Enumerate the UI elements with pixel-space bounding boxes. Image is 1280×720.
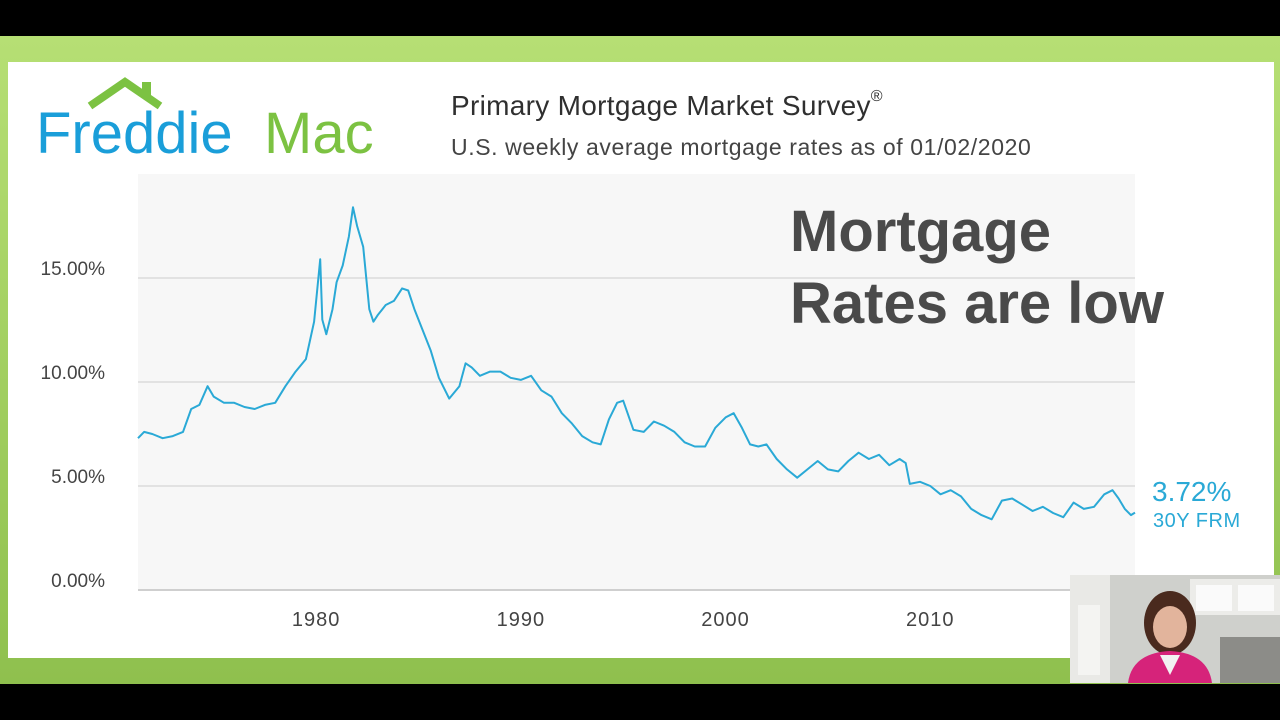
grid-lines <box>138 277 1135 487</box>
y-tick-label: 15.00% <box>41 259 106 280</box>
overlay-line-1: Mortgage <box>790 199 1051 264</box>
latest-rate-label: 30Y FRM <box>1153 510 1241 532</box>
freddie-mac-logo: Freddie Mac <box>36 77 374 166</box>
y-tick-label: 10.00% <box>41 363 106 384</box>
x-tick-label: 1990 <box>497 609 546 631</box>
latest-rate-value: 3.72% <box>1152 476 1232 507</box>
overlay-line-2: Rates are low <box>790 271 1164 336</box>
x-tick-label: 2010 <box>906 609 955 631</box>
x-tick-label: 2000 <box>701 609 750 631</box>
y-tick-label: 5.00% <box>51 467 105 488</box>
bottom-black-bar <box>0 684 1280 720</box>
x-tick-labels: 1980 1990 2000 2010 <box>292 609 955 631</box>
webcam-video-feed <box>1070 575 1280 683</box>
overlay-caption: Mortgage Rates are low <box>790 196 1164 340</box>
y-tick-labels: 0.00% 5.00% 10.00% 15.00% <box>41 259 106 592</box>
x-tick-label: 1980 <box>292 609 341 631</box>
chart-subtitle: U.S. weekly average mortgage rates as of… <box>451 134 1032 160</box>
chart-title: Primary Mortgage Market Survey® <box>451 88 883 121</box>
logo-text-mac: Mac <box>264 101 374 166</box>
y-tick-label: 0.00% <box>51 571 105 592</box>
series-line-30y-frm <box>137 206 1136 521</box>
logo-text-freddie: Freddie <box>36 101 233 166</box>
